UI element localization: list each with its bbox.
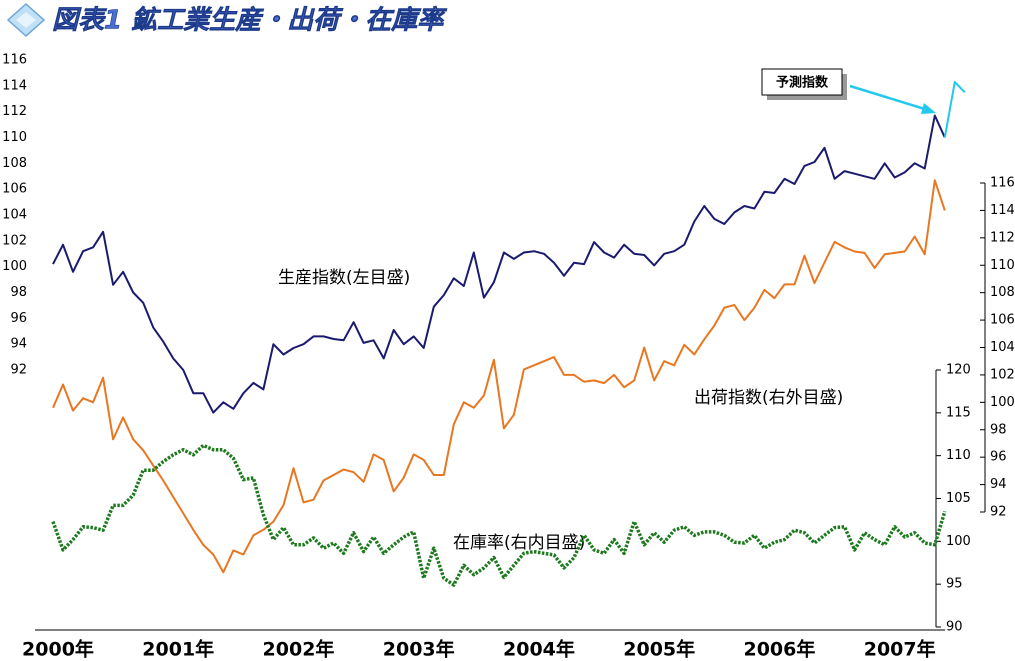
- callout-arrow: [849, 84, 929, 112]
- y-tick-label: 92: [10, 363, 27, 378]
- y3-tick-label: 100: [946, 534, 971, 549]
- y2-tick-label: 104: [990, 340, 1015, 355]
- y2-tick-label: 102: [990, 367, 1015, 382]
- y3-tick-label: 115: [946, 405, 971, 420]
- y-tick-label: 112: [2, 104, 27, 119]
- y-tick-label: 104: [2, 208, 27, 223]
- y-tick-label: 102: [2, 233, 27, 248]
- series-line: [943, 81, 966, 138]
- y3-tick-label: 120: [946, 363, 971, 378]
- y2-tick-label: 100: [990, 395, 1015, 410]
- series-label: 在庫率(右内目盛): [453, 533, 585, 553]
- y-tick-label: 96: [10, 311, 27, 326]
- x-tick-label: 2001年: [142, 638, 214, 661]
- y3-tick-label: 90: [946, 620, 963, 635]
- y2-tick-label: 106: [990, 313, 1015, 328]
- y2-tick-label: 110: [990, 258, 1015, 273]
- y-tick-label: 108: [2, 156, 27, 171]
- y2-tick-label: 96: [990, 450, 1007, 465]
- series-label: 生産指数(左目盛): [278, 268, 410, 288]
- x-tick-label: 2004年: [503, 638, 575, 661]
- series-line: [52, 114, 946, 414]
- y3-tick-label: 110: [946, 448, 971, 463]
- y2-tick-label: 114: [990, 203, 1015, 218]
- y-tick-label: 94: [10, 337, 27, 352]
- x-tick-label: 2005年: [623, 638, 695, 661]
- y2-tick-label: 112: [990, 230, 1015, 245]
- y2-tick-label: 92: [990, 505, 1007, 520]
- title-icon: [6, 2, 46, 38]
- series-label: 出荷指数(右外目盛): [694, 388, 843, 408]
- x-tick-label: 2000年: [22, 638, 94, 661]
- y-tick-label: 116: [2, 53, 27, 68]
- x-tick-label: 2006年: [743, 638, 815, 661]
- y-tick-label: 100: [2, 259, 27, 274]
- y-tick-label: 98: [10, 285, 27, 300]
- x-tick-label: 2003年: [383, 638, 455, 661]
- chart-title: 図表1 鉱工業生産・出荷・在庫率: [52, 6, 447, 36]
- series-line: [51, 443, 947, 587]
- y-tick-label: 110: [2, 130, 27, 145]
- y2-tick-label: 94: [990, 477, 1007, 492]
- y-tick-label: 114: [2, 78, 27, 93]
- y2-tick-label: 98: [990, 422, 1007, 437]
- callout-label: 予測指数: [776, 75, 829, 91]
- y3-tick-label: 105: [946, 491, 971, 506]
- callout-box: [761, 68, 843, 96]
- y2-tick-label: 108: [990, 285, 1015, 300]
- x-tick-label: 2002年: [263, 638, 335, 661]
- y3-tick-label: 95: [946, 577, 963, 592]
- y2-tick-label: 116: [990, 176, 1015, 191]
- x-tick-label: 2007年: [864, 638, 936, 661]
- series-line: [52, 179, 946, 574]
- y-tick-label: 106: [2, 182, 27, 197]
- callout-arrowhead: [921, 103, 936, 114]
